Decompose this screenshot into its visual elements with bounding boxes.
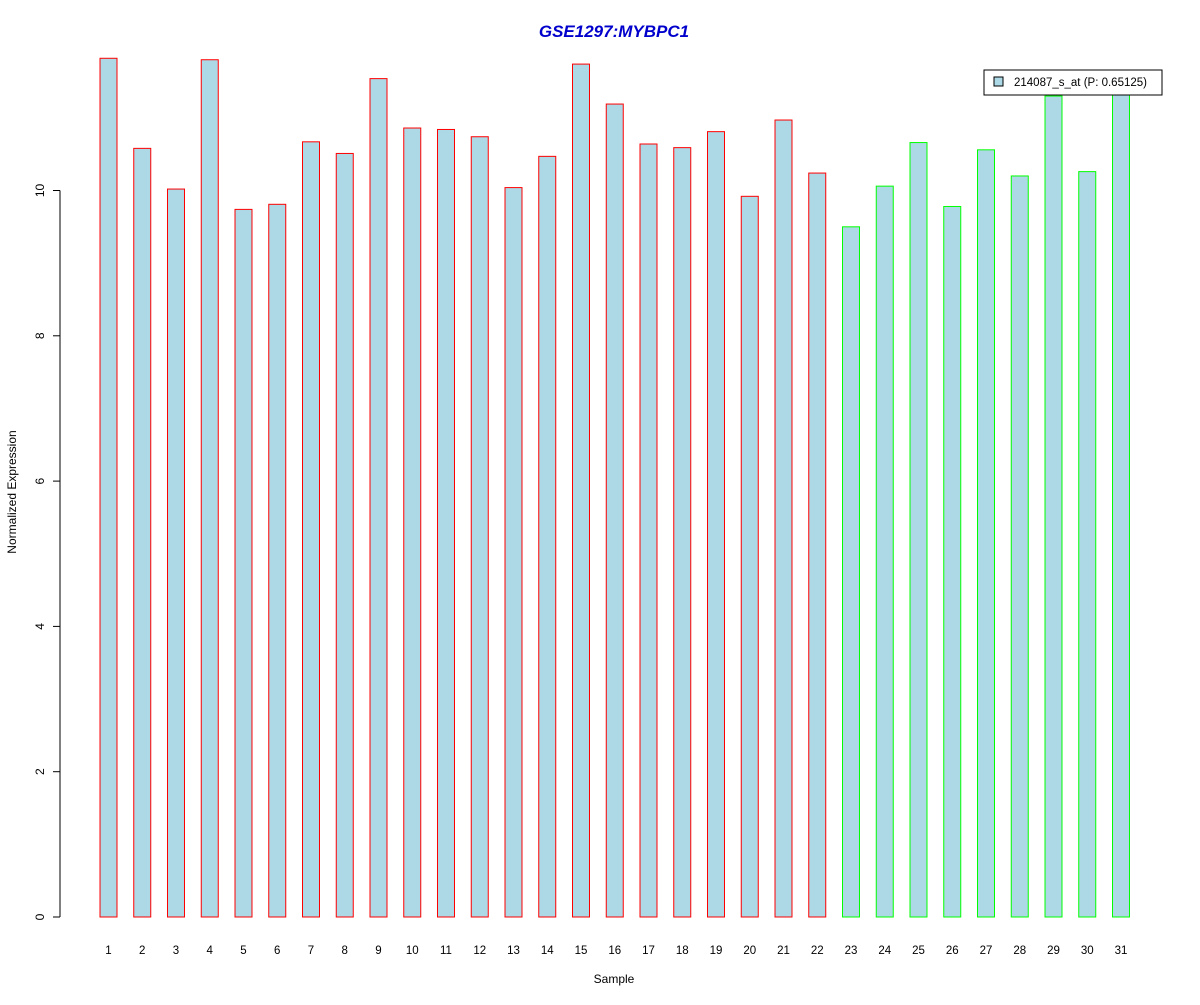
bar [99,57,118,918]
x-tick-label: 14 [541,945,554,957]
bar [268,203,287,918]
x-tick-label: 28 [1013,945,1026,957]
x-tick-label: 7 [308,945,314,957]
x-tick-label: 8 [342,945,348,957]
bar [605,103,624,918]
x-tick-label: 1 [105,945,111,957]
x-tick-label: 3 [173,945,179,957]
bar [200,59,219,918]
bar [875,185,894,918]
bar [740,195,759,918]
x-tick-label: 31 [1115,945,1128,957]
bar [538,155,557,918]
y-tick-label: 8 [33,332,47,339]
bar [234,208,253,918]
bars-group [99,57,1130,918]
bar [403,127,422,918]
x-tick-label: 13 [507,945,520,957]
bar [673,147,692,918]
legend: 214087_s_at (P: 0.65125) [983,69,1163,96]
x-tick-label: 9 [375,945,381,957]
x-tick-label: 21 [777,945,790,957]
x-tick-label: 24 [878,945,891,957]
bar [369,78,388,918]
x-tick-label: 5 [240,945,246,957]
bar [1078,171,1097,918]
bar [133,147,152,918]
x-tick-label: 2 [139,945,145,957]
bar [842,226,860,918]
x-tick-label: 10 [406,945,419,957]
x-tick-label: 23 [845,945,858,957]
legend-label: 214087_s_at (P: 0.65125) [1014,77,1147,89]
bar [504,187,523,918]
bar [808,172,827,918]
bar [1010,175,1029,918]
x-tick-label: 26 [946,945,959,957]
bar [639,143,658,918]
legend-box [983,69,1163,96]
y-axis-label: Normalized Expression [5,430,19,553]
x-tick-label: 22 [811,945,824,957]
bar [437,128,455,918]
bar [470,136,489,918]
bar [909,142,928,918]
bar [572,63,590,918]
x-tick-label: 19 [710,945,723,957]
x-tick-label: 29 [1047,945,1060,957]
bar [167,188,185,918]
bar [302,141,320,918]
x-tick-label: 16 [608,945,621,957]
x-tick-label: 11 [440,945,452,957]
x-tick-label: 30 [1081,945,1094,957]
bar [707,131,725,918]
x-tick-label: 4 [207,945,214,957]
x-tick-labels: 1 2 3 4 5 6 7 8 9 10 11 12 13 14 15 16 17 18 19 20 21 22 23 24 2… [105,945,1127,957]
x-tick-label: 6 [274,945,280,957]
y-tick-label: 2 [33,768,47,775]
y-tick-label: 6 [33,477,47,484]
x-tick-label: 25 [912,945,925,957]
x-tick-label: 20 [743,945,756,957]
y-tick-label: 10 [33,184,47,198]
y-tick-label: 0 [33,913,47,920]
x-tick-label: 18 [676,945,689,957]
chart-title: GSE1297:MYBPC1 [539,22,689,41]
bar [1044,95,1063,918]
bar [335,152,354,918]
y-tick-label: 4 [33,623,47,630]
bar [1112,93,1130,918]
x-tick-label: 27 [980,945,993,957]
bar [943,205,962,918]
x-tick-label: 15 [575,945,588,957]
bar [774,119,793,918]
x-axis-label: Sample [594,972,635,986]
y-axis: 0 2 4 6 8 10 [33,184,61,920]
legend-swatch [993,76,1004,87]
bar [977,149,995,918]
x-tick-label: 17 [642,945,655,957]
x-tick-label: 12 [473,945,486,957]
